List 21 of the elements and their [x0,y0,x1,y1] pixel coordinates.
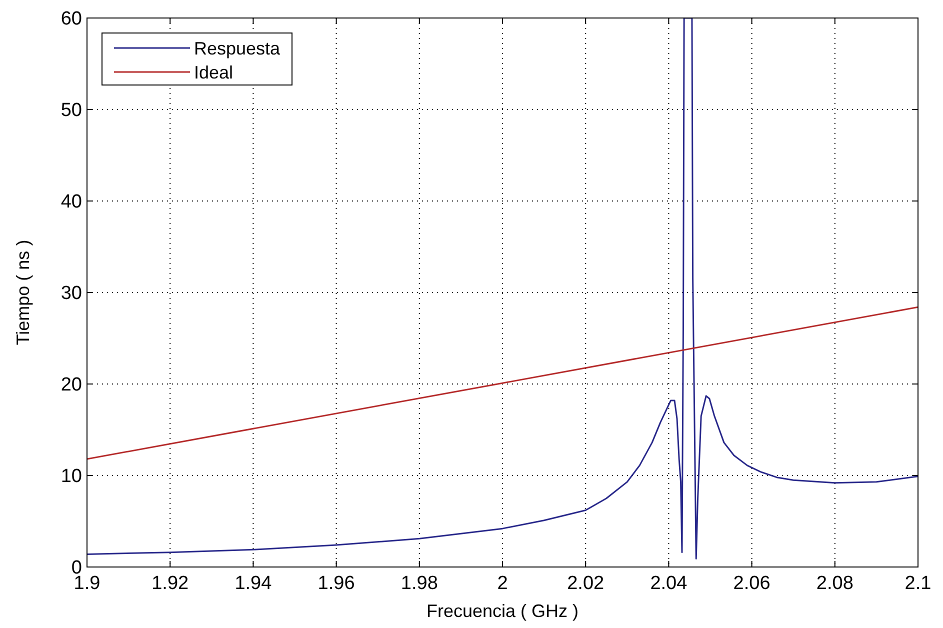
x-tick-label: 2.1 [904,573,932,594]
y-tick-label: 60 [60,8,82,30]
line-series [87,18,918,560]
y-axis-title: Tiempo ( ns ) [13,240,33,346]
y-tick-label: 40 [60,192,82,213]
x-axis-title: Frecuencia ( GHz ) [426,601,579,621]
x-tick-label: 1.92 [152,573,189,594]
x-tick-label: 1.96 [318,573,355,594]
x-tick-label: 1.98 [400,573,438,594]
y-tick-label: 30 [60,283,82,304]
y-tick-label: 20 [60,374,82,396]
x-tick-label: 2.08 [816,573,854,594]
x-tick-label: 2 [497,573,508,594]
legend-label: Respuesta [194,38,282,58]
legend-label: Ideal [194,62,234,82]
x-tick-label: 1.94 [234,573,272,594]
y-tick-label: 10 [60,466,82,488]
x-tick-label: 2.04 [650,573,688,594]
y-tick-label: 50 [60,100,82,122]
x-tick-label: 2.06 [733,573,770,594]
x-tick-label: 2.02 [567,573,604,594]
